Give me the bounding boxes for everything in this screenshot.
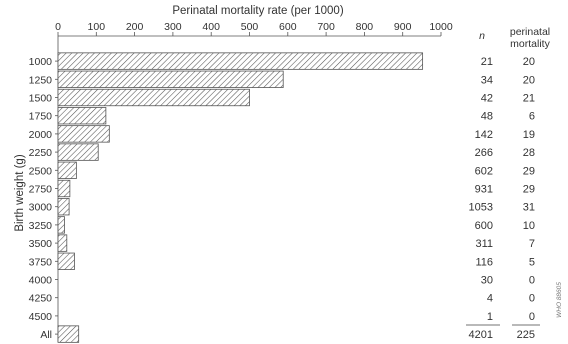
n-value: 1 — [487, 311, 493, 323]
n-value: 48 — [481, 111, 493, 123]
mortality-value: 20 — [523, 74, 535, 86]
category-label: 2500 — [29, 165, 53, 177]
category-label: 3250 — [29, 220, 53, 232]
bar-2500 — [57, 161, 77, 179]
x-tick-label: 200 — [126, 21, 144, 33]
x-tick-label: 400 — [202, 21, 220, 33]
mortality-value: 7 — [529, 238, 535, 250]
n-value: 116 — [475, 256, 493, 268]
category-label: 4250 — [29, 293, 53, 305]
mortality-value: 28 — [523, 147, 535, 159]
mortality-value: 5 — [529, 256, 535, 268]
mortality-value: 29 — [523, 184, 535, 196]
bar-2000 — [57, 125, 110, 143]
category-label: 1500 — [29, 93, 53, 105]
bar-1500 — [57, 88, 250, 107]
bars — [57, 52, 424, 343]
category-label: 3000 — [29, 202, 53, 214]
category-label: 1250 — [29, 74, 53, 86]
category-label: 2750 — [29, 184, 53, 196]
mortality-column: 20 20 21 6 19 28 29 29 31 10 7 5 0 0 0 225 — [517, 56, 535, 341]
chart-title: Perinatal mortality rate (per 1000) — [172, 5, 343, 17]
bar-1750 — [57, 107, 107, 125]
category-labels: 1000 1250 1500 1750 2000 2250 2500 2750 3000 3250… — [29, 56, 58, 341]
watermark-code: WHO 88605 — [556, 282, 563, 318]
mortality-column-header-line2: mortality — [510, 38, 550, 50]
mortality-value: 20 — [523, 56, 535, 68]
category-label: 2250 — [29, 147, 53, 159]
category-label: 2000 — [29, 129, 53, 141]
x-tick-label: 600 — [279, 21, 297, 33]
category-label: 1750 — [29, 111, 53, 123]
x-axis-tick-labels: 0 100 200 300 400 500 600 700 800 900 1000 — [55, 21, 453, 33]
x-tick-label: 900 — [394, 21, 412, 33]
n-value: 34 — [481, 74, 493, 86]
x-tick-label: 500 — [241, 21, 259, 33]
n-value: 30 — [481, 275, 493, 287]
n-value: 4 — [487, 293, 493, 305]
mortality-value: 31 — [523, 202, 535, 214]
bar-1250 — [57, 70, 284, 88]
n-column: 21 34 42 48 142 266 602 931 1053 600 311 116 30 4 1 420… — [469, 56, 493, 341]
mortality-value: 6 — [529, 111, 535, 123]
x-tick-label: 800 — [356, 21, 374, 33]
category-label: 3750 — [29, 256, 53, 268]
category-label: All — [40, 329, 52, 341]
n-value: 311 — [475, 238, 493, 250]
n-value: 142 — [475, 129, 493, 141]
category-label: 4000 — [29, 275, 53, 287]
n-column-header: n — [479, 30, 485, 42]
n-value: 600 — [475, 220, 493, 232]
x-tick-label: 700 — [317, 21, 335, 33]
mortality-column-header-line1: perinatal — [510, 26, 550, 38]
x-tick-label: 300 — [164, 21, 182, 33]
bar-3750 — [57, 252, 75, 270]
mortality-value: 0 — [529, 293, 535, 305]
n-value: 931 — [475, 184, 493, 196]
category-label: 1000 — [29, 56, 53, 68]
n-value: 602 — [475, 165, 493, 177]
mortality-value: 29 — [523, 165, 535, 177]
n-value: 4201 — [469, 329, 493, 341]
bar-1000 — [57, 52, 424, 70]
n-value: 1053 — [469, 202, 493, 214]
x-tick-label: 0 — [55, 21, 61, 33]
bar-All — [57, 325, 80, 343]
n-value: 42 — [481, 93, 493, 105]
category-label: 4500 — [29, 311, 53, 323]
bar-2750 — [57, 179, 71, 198]
mortality-value: 21 — [523, 93, 535, 105]
category-label: 3500 — [29, 238, 53, 250]
mortality-value: 225 — [517, 329, 535, 341]
mortality-value: 0 — [529, 311, 535, 323]
x-tick-label: 1000 — [429, 21, 453, 33]
n-value: 21 — [481, 56, 493, 68]
mortality-value: 10 — [523, 220, 535, 232]
x-tick-label: 100 — [88, 21, 106, 33]
x-axis-ticks — [57, 32, 442, 36]
bar-3500 — [57, 234, 68, 252]
mortality-value: 19 — [523, 129, 535, 141]
bar-3000 — [57, 198, 70, 216]
bar-2250 — [57, 143, 99, 161]
mortality-value: 0 — [529, 275, 535, 287]
bar-3250 — [57, 216, 65, 234]
y-axis-title: Birth weight (g) — [14, 154, 26, 232]
n-value: 266 — [475, 147, 493, 159]
